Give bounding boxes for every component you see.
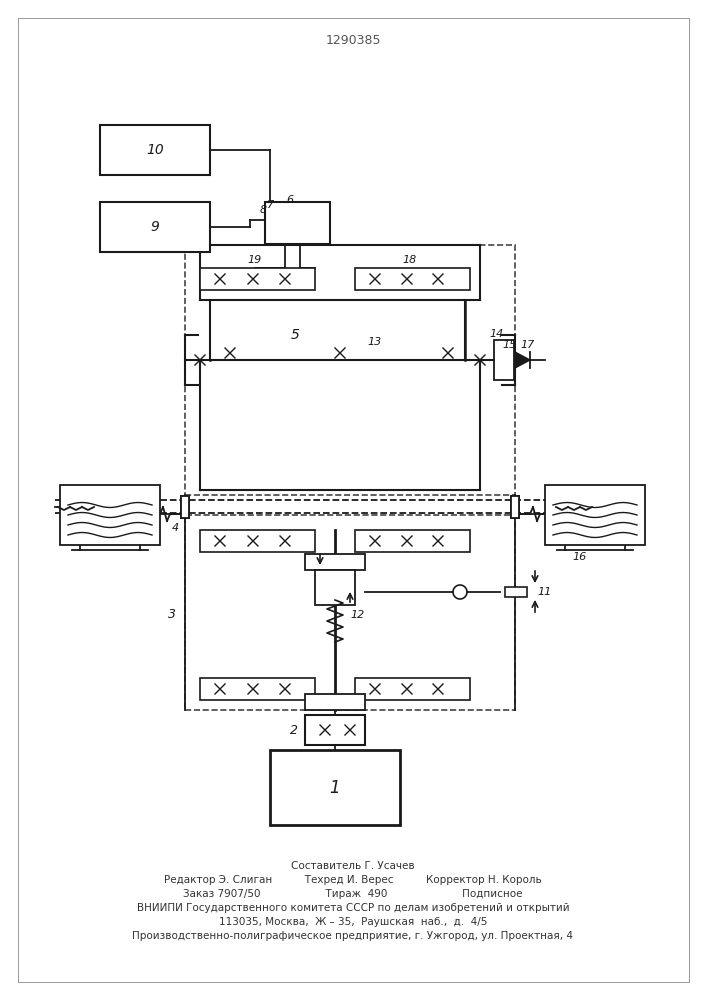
Bar [355,678,470,700]
Text: 11: 11 [538,587,552,597]
Bar [185,515,515,710]
Text: Составитель Г. Усачев: Составитель Г. Усачев [291,861,415,871]
Text: 9: 9 [151,220,160,234]
Text: 14: 14 [490,329,504,339]
Text: 17: 17 [521,340,535,350]
Bar [200,268,315,290]
Bar [494,340,514,380]
Bar [181,496,189,518]
Bar [305,694,365,710]
Bar [270,750,400,825]
Bar [511,496,519,518]
Text: 7: 7 [267,200,274,210]
Bar [100,202,210,252]
Text: 16: 16 [573,552,587,562]
Text: 15: 15 [503,340,517,350]
Bar [265,202,330,244]
Text: 5: 5 [291,328,300,342]
Text: 3: 3 [168,608,176,621]
Text: 19: 19 [248,255,262,265]
Bar [210,300,465,360]
Text: Заказ 7907/50                    Тираж  490                       Подписное: Заказ 7907/50 Тираж 490 Подписное [183,889,522,899]
Bar [185,245,515,495]
Text: 8: 8 [259,205,267,215]
Bar [100,125,210,175]
Text: 18: 18 [403,255,417,265]
Bar [505,587,527,597]
Bar [200,530,315,552]
Text: 4: 4 [171,523,179,533]
Bar [60,485,160,545]
Text: 6: 6 [286,195,293,205]
Text: 12: 12 [351,610,365,620]
Text: 113035, Москва,  Ж – 35,  Раушская  наб.,  д.  4/5: 113035, Москва, Ж – 35, Раушская наб., д… [218,917,487,927]
Bar [200,678,315,700]
Text: 1290385: 1290385 [325,33,381,46]
Bar [355,268,470,290]
Text: 2: 2 [290,724,298,736]
Bar [545,485,645,545]
Polygon shape [515,352,530,368]
Text: ВНИИПИ Государственного комитета СССР по делам изобретений и открытий: ВНИИПИ Государственного комитета СССР по… [136,903,569,913]
Bar [315,570,355,605]
Bar [181,496,189,518]
Bar [355,530,470,552]
Text: 10: 10 [146,143,164,157]
Text: Производственно-полиграфическое предприятие, г. Ужгород, ул. Проектная, 4: Производственно-полиграфическое предприя… [132,931,573,941]
Text: 1: 1 [329,779,340,797]
Text: 13: 13 [368,337,382,347]
Bar [511,496,519,518]
Text: Редактор Э. Слиган          Техред И. Верес          Корректор Н. Король: Редактор Э. Слиган Техред И. Верес Корре… [164,875,542,885]
Bar [305,715,365,745]
Bar [305,554,365,570]
